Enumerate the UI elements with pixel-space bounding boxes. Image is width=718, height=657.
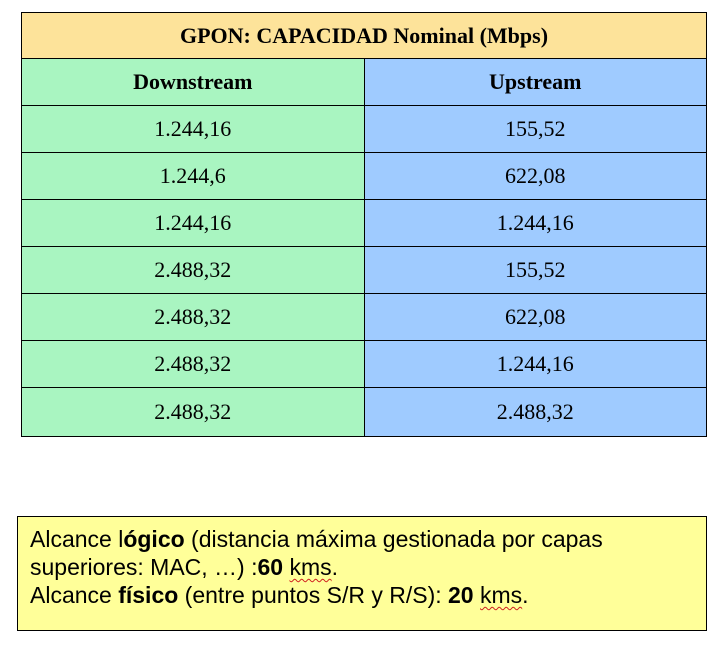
- reach-note-box: Alcance lógico (distancia máxima gestion…: [17, 516, 707, 631]
- logical-reach-value: 60: [257, 554, 284, 580]
- downstream-cell: 2.488,32: [21, 246, 365, 294]
- downstream-cell: 2.488,32: [21, 340, 365, 388]
- logical-reach-prefix: Alcance l: [30, 526, 124, 552]
- physical-reach-description: (entre puntos S/R y R/S):: [178, 582, 449, 608]
- logical-reach-unit: kms: [289, 554, 332, 580]
- upstream-cell: 1.244,16: [363, 199, 707, 247]
- table-row: 2.488,32 622,08: [21, 293, 707, 341]
- logical-reach-period: .: [331, 554, 339, 580]
- physical-reach-prefix: Alcance: [30, 582, 119, 608]
- physical-reach-term: físico: [118, 582, 179, 608]
- physical-reach-period: .: [522, 582, 529, 608]
- table-title-row: GPON: CAPACIDAD Nominal (Mbps): [21, 12, 707, 59]
- upstream-cell: 2.488,32: [363, 387, 707, 437]
- table-row: 1.244,6 622,08: [21, 152, 707, 200]
- capacity-table: GPON: CAPACIDAD Nominal (Mbps) Downstrea…: [21, 12, 707, 437]
- table-row: 2.488,32 2.488,32: [21, 387, 707, 437]
- table-row: 1.244,16 155,52: [21, 105, 707, 153]
- upstream-cell: 155,52: [363, 246, 707, 294]
- downstream-cell: 2.488,32: [21, 387, 365, 437]
- table-row: 2.488,32 155,52: [21, 246, 707, 294]
- physical-reach-value: 20: [448, 582, 474, 608]
- upstream-cell: 622,08: [363, 152, 707, 200]
- table-header-row: Downstream Upstream: [21, 58, 707, 106]
- upstream-cell: 155,52: [363, 105, 707, 153]
- table-row: 2.488,32 1.244,16: [21, 340, 707, 388]
- upstream-header: Upstream: [363, 58, 707, 106]
- physical-reach-unit: kms: [480, 582, 523, 608]
- physical-reach-line: Alcance físico (entre puntos S/R y R/S):…: [30, 581, 706, 609]
- table-title: GPON: CAPACIDAD Nominal (Mbps): [21, 12, 707, 59]
- downstream-cell: 1.244,6: [21, 152, 365, 200]
- logical-reach-line: Alcance lógico (distancia máxima gestion…: [30, 525, 706, 581]
- downstream-header: Downstream: [21, 58, 365, 106]
- logical-reach-description: (distancia máxima gestionada por capas s…: [30, 526, 603, 580]
- downstream-cell: 1.244,16: [21, 199, 365, 247]
- logical-reach-term: ógico: [123, 526, 185, 552]
- table-row: 1.244,16 1.244,16: [21, 199, 707, 247]
- upstream-cell: 622,08: [363, 293, 707, 341]
- upstream-cell: 1.244,16: [363, 340, 707, 388]
- downstream-cell: 1.244,16: [21, 105, 365, 153]
- downstream-cell: 2.488,32: [21, 293, 365, 341]
